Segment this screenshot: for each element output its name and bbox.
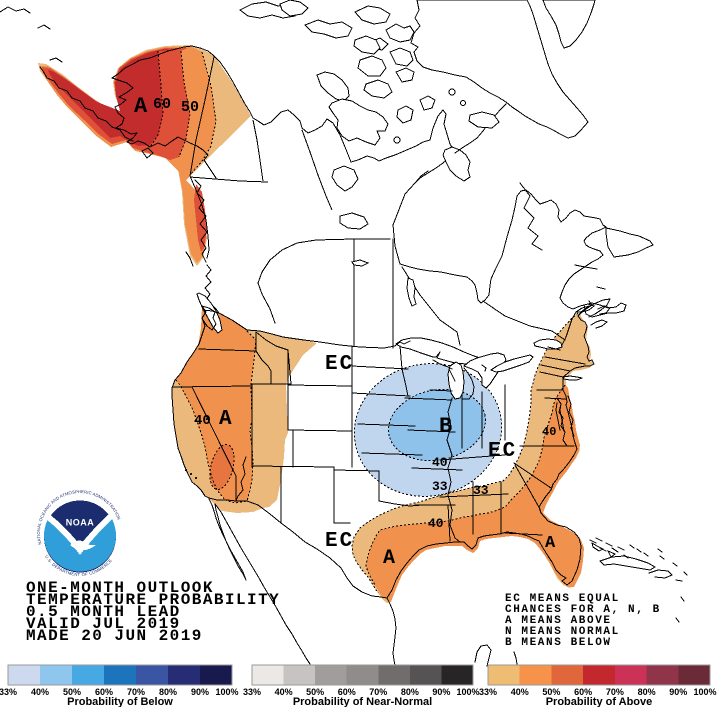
svg-text:Probability of Below: Probability of Below: [67, 696, 173, 707]
svg-text:100%: 100%: [693, 687, 716, 697]
svg-text:70%: 70%: [606, 687, 624, 697]
svg-text:33: 33: [432, 479, 448, 494]
svg-text:33%: 33%: [0, 687, 17, 697]
svg-text:50%: 50%: [542, 687, 560, 697]
svg-text:80%: 80%: [638, 687, 656, 697]
svg-text:90%: 90%: [191, 687, 209, 697]
svg-text:90%: 90%: [669, 687, 687, 697]
svg-text:40: 40: [194, 413, 211, 429]
svg-text:A: A: [383, 547, 395, 570]
svg-text:EC: EC: [325, 353, 354, 376]
svg-text:33%: 33%: [243, 687, 261, 697]
svg-text:CHANCES FOR A, N, B: CHANCES FOR A, N, B: [505, 604, 661, 616]
svg-text:0.5 MONTH LEAD: 0.5 MONTH LEAD: [26, 603, 181, 621]
svg-text:80%: 80%: [159, 687, 177, 697]
svg-text:90%: 90%: [432, 687, 450, 697]
svg-text:100%: 100%: [456, 687, 479, 697]
svg-text:Probability of Near-Normal: Probability of Near-Normal: [293, 696, 432, 707]
svg-text:EC MEANS EQUAL: EC MEANS EQUAL: [505, 593, 620, 605]
svg-text:33%: 33%: [479, 687, 497, 697]
svg-text:Probability of Above: Probability of Above: [546, 696, 653, 707]
svg-text:N MEANS NORMAL: N MEANS NORMAL: [505, 626, 620, 638]
svg-text:EC: EC: [325, 530, 354, 553]
svg-text:VALID JUL 2019: VALID JUL 2019: [26, 615, 181, 633]
svg-text:A: A: [545, 534, 556, 553]
svg-text:60%: 60%: [338, 687, 356, 697]
svg-text:60: 60: [153, 96, 171, 113]
svg-text:A MEANS ABOVE: A MEANS ABOVE: [505, 615, 612, 627]
svg-text:70%: 70%: [127, 687, 145, 697]
svg-text:40%: 40%: [275, 687, 293, 697]
svg-text:60%: 60%: [95, 687, 113, 697]
svg-text:B: B: [439, 414, 452, 439]
svg-text:33: 33: [473, 483, 489, 498]
svg-text:80%: 80%: [401, 687, 419, 697]
svg-text:EC: EC: [488, 440, 517, 463]
svg-text:40%: 40%: [31, 687, 49, 697]
svg-text:100%: 100%: [215, 687, 238, 697]
svg-text:60%: 60%: [574, 687, 592, 697]
svg-text:40: 40: [428, 516, 444, 531]
svg-text:TEMPERATURE PROBABILITY: TEMPERATURE PROBABILITY: [26, 591, 280, 609]
svg-text:B MEANS BELOW: B MEANS BELOW: [505, 637, 612, 649]
svg-text:70%: 70%: [369, 687, 387, 697]
svg-text:NOAA: NOAA: [66, 518, 95, 528]
svg-text:40%: 40%: [511, 687, 529, 697]
svg-text:ONE-MONTH OUTLOOK: ONE-MONTH OUTLOOK: [26, 579, 214, 597]
svg-text:A: A: [219, 408, 232, 431]
svg-text:40: 40: [542, 425, 556, 439]
svg-text:50: 50: [181, 99, 199, 116]
svg-text:50%: 50%: [63, 687, 81, 697]
svg-text:A: A: [134, 94, 148, 119]
svg-text:50%: 50%: [306, 687, 324, 697]
svg-text:40: 40: [432, 455, 448, 470]
svg-text:MADE 20 JUN 2019: MADE 20 JUN 2019: [26, 627, 203, 645]
